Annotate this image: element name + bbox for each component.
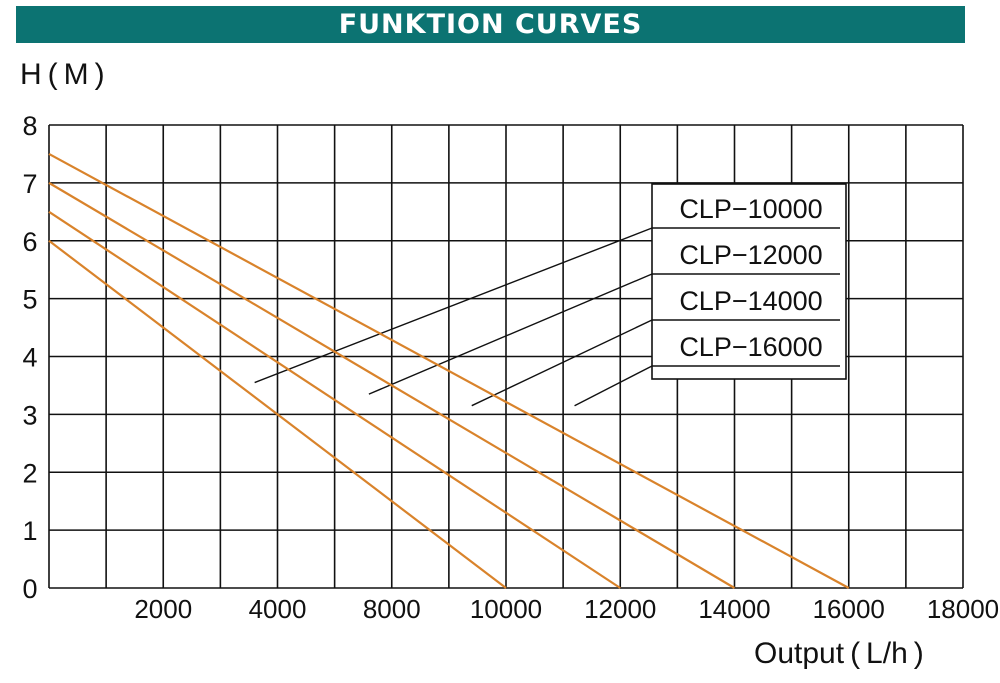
leader-line [471, 319, 653, 407]
x-tick-label: 18000 [927, 594, 999, 624]
x-tick-label: 16000 [813, 594, 885, 624]
y-tick-label: 5 [22, 285, 37, 315]
x-tick-label: 2000 [134, 594, 192, 624]
y-tick-label: 7 [22, 169, 37, 199]
x-tick-label: 10000 [470, 594, 542, 624]
leader-line [254, 227, 653, 384]
y-axis-label: H ( M ) [20, 58, 105, 91]
series-line [48, 181, 736, 589]
legend-box [651, 183, 847, 380]
leader-line [368, 273, 653, 395]
x-tick-label: 4000 [249, 594, 307, 624]
legend-label: CLP−16000 [679, 332, 822, 362]
y-tick-label: 2 [22, 458, 37, 488]
x-tick-label: 8000 [363, 594, 421, 624]
series-line [48, 152, 850, 589]
series-line [48, 239, 507, 589]
x-tick-label: 14000 [698, 594, 770, 624]
leader-line [574, 365, 653, 407]
legend-label: CLP−10000 [679, 194, 822, 224]
series-line [48, 210, 621, 589]
y-tick-label: 8 [22, 111, 37, 141]
y-tick-label: 1 [22, 516, 37, 546]
y-tick-label: 6 [22, 227, 37, 257]
title-banner: FUNKTION CURVES [16, 6, 965, 43]
y-tick-label: 0 [22, 574, 37, 604]
x-axis-label: Output ( L/h ) [754, 637, 924, 670]
legend-label: CLP−14000 [679, 286, 822, 316]
legend-label: CLP−12000 [679, 240, 822, 270]
chart-title: FUNKTION CURVES [338, 9, 643, 40]
y-tick-label: 3 [22, 400, 37, 430]
y-tick-label: 4 [22, 343, 37, 373]
x-tick-label: 12000 [584, 594, 656, 624]
